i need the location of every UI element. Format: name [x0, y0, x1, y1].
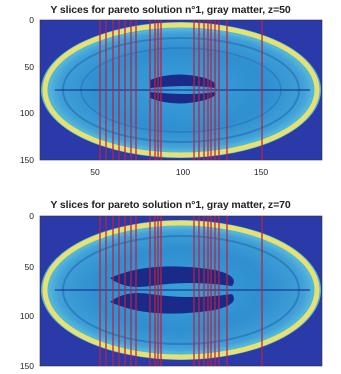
panel-title: Y slices for pareto solution n°1, gray m… — [50, 4, 291, 16]
mri-slice-image — [39, 215, 323, 367]
y-tick-label: 100 — [19, 108, 34, 118]
y-tick-label: 50 — [24, 262, 34, 272]
y-tick-label: 150 — [19, 155, 34, 165]
mri-panel-z70: Y slices for pareto solution n°1, gray m… — [0, 186, 341, 374]
mri-slice-image — [39, 19, 323, 161]
y-tick-label: 150 — [19, 361, 34, 371]
y-tick-label: 100 — [19, 311, 34, 321]
panel-title: Y slices for pareto solution n°1, gray m… — [50, 199, 291, 211]
mri-panel-z50: Y slices for pareto solution n°1, gray m… — [0, 0, 341, 186]
x-tick-label: 150 — [253, 167, 269, 177]
y-tick-label: 0 — [29, 15, 34, 25]
x-tick-label: 50 — [90, 167, 100, 177]
y-tick-label: 50 — [24, 62, 34, 72]
y-tick-label: 0 — [29, 211, 34, 221]
x-tick-label: 100 — [175, 167, 191, 177]
